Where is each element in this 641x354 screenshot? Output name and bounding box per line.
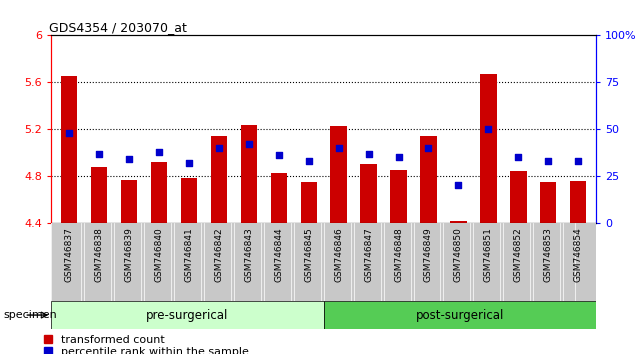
Bar [480,74,497,223]
Text: GSM746849: GSM746849 [424,227,433,282]
Point [64,130,74,136]
Text: GSM746839: GSM746839 [124,227,133,282]
FancyBboxPatch shape [324,301,596,329]
Text: GSM746844: GSM746844 [274,227,283,281]
Text: GSM746851: GSM746851 [484,227,493,282]
Bar [61,76,78,223]
Point [483,126,494,132]
Bar [211,136,227,223]
Text: GSM746838: GSM746838 [95,227,104,282]
Bar [301,182,317,223]
FancyBboxPatch shape [51,301,324,329]
Point [94,151,104,156]
Point [363,151,374,156]
Text: GSM746848: GSM746848 [394,227,403,282]
Bar [271,173,287,223]
Point [423,145,433,151]
Point [214,145,224,151]
Text: GDS4354 / 203070_at: GDS4354 / 203070_at [49,21,187,34]
Point [573,158,583,164]
Bar [570,181,587,223]
Legend: transformed count, percentile rank within the sample: transformed count, percentile rank withi… [44,335,249,354]
Point [304,158,314,164]
Point [543,158,553,164]
Point [184,160,194,166]
Bar [151,162,167,223]
Bar [510,171,526,223]
Text: pre-surgerical: pre-surgerical [146,309,229,321]
Bar [540,182,556,223]
Bar [450,221,467,223]
Text: GSM746842: GSM746842 [215,227,224,281]
Text: post-surgerical: post-surgerical [416,309,504,321]
Text: GSM746850: GSM746850 [454,227,463,282]
Bar [121,179,137,223]
Bar [331,126,347,223]
Bar [181,178,197,223]
Bar [420,136,437,223]
Text: GSM746843: GSM746843 [244,227,253,282]
Text: GSM746841: GSM746841 [185,227,194,282]
Point [333,145,344,151]
Point [394,154,404,160]
Point [154,149,164,155]
Text: GSM746847: GSM746847 [364,227,373,282]
Text: GSM746853: GSM746853 [544,227,553,282]
Bar [360,164,377,223]
Text: GSM746854: GSM746854 [574,227,583,282]
Text: specimen: specimen [3,310,57,320]
Point [124,156,134,162]
Bar [91,167,108,223]
Point [453,183,463,188]
Bar [240,125,257,223]
Text: GSM746837: GSM746837 [65,227,74,282]
Text: GSM746845: GSM746845 [304,227,313,282]
Bar [390,170,407,223]
Point [244,141,254,147]
Point [274,153,284,158]
Text: GSM746846: GSM746846 [334,227,343,282]
Text: GSM746852: GSM746852 [514,227,523,282]
Point [513,154,524,160]
Text: GSM746840: GSM746840 [154,227,163,282]
